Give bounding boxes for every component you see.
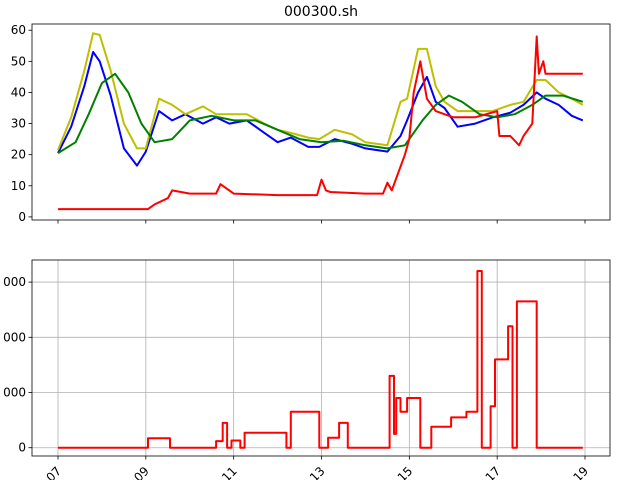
y-tick-label: 30 — [11, 117, 26, 131]
y-tick-label: 0 — [18, 210, 26, 224]
y-tick-label: 000 — [3, 275, 26, 289]
axes-frame — [31, 23, 611, 221]
price-panel: 0 10 20 30 40 50 60 — [11, 23, 611, 224]
series-line-0 — [58, 270, 583, 449]
y-tick-label: 0 — [18, 441, 26, 455]
series-group — [57, 32, 584, 211]
y-tick-label: 40 — [11, 85, 26, 99]
y-tick-label: 000 — [3, 330, 26, 344]
y-tick-label: 10 — [11, 179, 26, 193]
y-tick-label: 60 — [11, 23, 26, 37]
y-tick-label: 000 — [3, 386, 26, 400]
series-line-0 — [57, 51, 584, 167]
series-group — [58, 270, 583, 449]
y-tick-label: 20 — [11, 148, 26, 162]
y-tick-label: 50 — [11, 54, 26, 68]
series-line-1 — [57, 32, 584, 151]
chart-title: 000300.sh — [284, 4, 358, 20]
series-line-3 — [58, 35, 583, 211]
axes-frame — [31, 259, 611, 457]
